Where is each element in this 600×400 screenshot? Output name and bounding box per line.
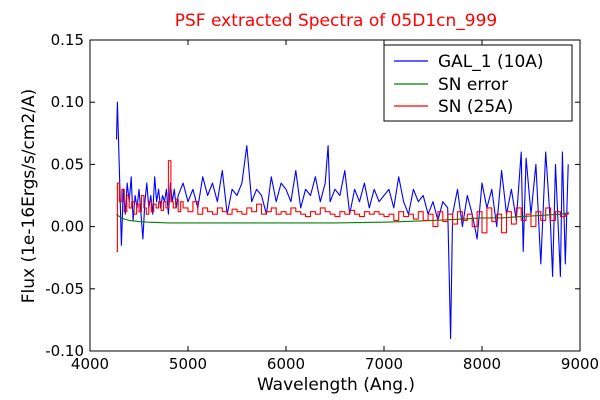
- y-tick-label: 0.00: [51, 218, 84, 236]
- legend-label-sn: SN (25A): [438, 97, 513, 117]
- y-axis-label: Flux (1e-16Ergs/s/cm2/A): [19, 89, 39, 304]
- series-line-sn-error: [116, 212, 569, 224]
- plot-area: 4000 5000 6000 7000 8000 9000 -0.10 -0.05 0.00 0.…: [45, 31, 599, 373]
- x-tick-label: 4000: [71, 355, 109, 373]
- x-tick-label: 9000: [561, 355, 599, 373]
- legend: GAL_1 (10A) SN error SN (25A): [383, 44, 573, 122]
- x-tick-label: 6000: [267, 355, 305, 373]
- series-layer: [115, 101, 569, 340]
- legend-label-gal: GAL_1 (10A): [438, 52, 544, 72]
- legend-label-sn-error: SN error: [438, 75, 508, 95]
- x-tick-label: 7000: [365, 355, 403, 373]
- y-tick-label: -0.05: [45, 280, 84, 298]
- x-tick-label: 5000: [169, 355, 207, 373]
- y-tick-label: 0.10: [51, 93, 84, 111]
- y-tick-label: 0.15: [51, 31, 84, 49]
- series-line-gal: [115, 101, 569, 340]
- legend-box: [383, 44, 573, 122]
- plot-frame: [89, 39, 581, 352]
- x-axis-label: Wavelength (Ang.): [257, 375, 415, 395]
- tick-layer: 4000 5000 6000 7000 8000 9000 -0.10 -0.05 0.00 0.…: [45, 31, 599, 373]
- series-line-sn: [116, 160, 569, 253]
- chart-title: PSF extracted Spectra of 05D1cn_999: [175, 11, 497, 31]
- y-tick-label: 0.05: [51, 155, 84, 173]
- y-tick-label: -0.10: [45, 342, 84, 360]
- x-tick-label: 8000: [463, 355, 501, 373]
